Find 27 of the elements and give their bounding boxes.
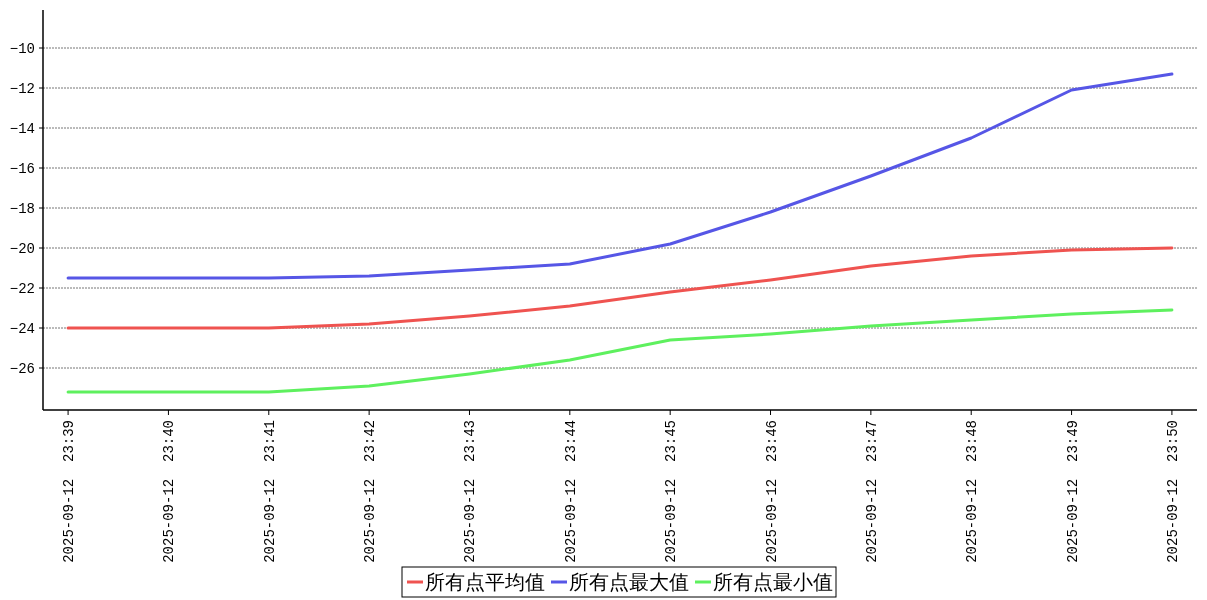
- line-series: [66, 72, 1174, 280]
- y-tick-label: −10: [9, 41, 35, 57]
- y-tick-label: −18: [9, 201, 35, 217]
- x-tick-label: 2025-09-12 23:45: [663, 420, 680, 563]
- x-tick-label: 2025-09-12 23:42: [362, 420, 379, 563]
- x-tick-label: 2025-09-12 23:48: [964, 420, 981, 563]
- y-tick-label: −20: [9, 241, 35, 257]
- y-tick-label: −26: [9, 361, 35, 377]
- x-tick-label: 2025-09-12 23:40: [161, 420, 178, 563]
- legend-label: 所有点最大值: [569, 571, 689, 593]
- line-series: [66, 308, 1174, 394]
- legend-label: 所有点平均值: [425, 571, 545, 593]
- x-tick-label: 2025-09-12 23:41: [261, 420, 278, 563]
- y-tick-label: −14: [9, 121, 35, 137]
- x-tick-label: 2025-09-12 23:46: [763, 420, 780, 563]
- y-tick-label: −12: [9, 81, 35, 97]
- x-tick-label: 2025-09-12 23:50: [1164, 420, 1181, 563]
- x-tick-label: 2025-09-12 23:39: [61, 420, 78, 563]
- legend-label: 所有点最小值: [713, 571, 833, 593]
- x-tick-label: 2025-09-12 23:49: [1064, 420, 1081, 563]
- y-tick-label: −22: [9, 281, 35, 297]
- x-tick-label: 2025-09-12 23:43: [462, 420, 479, 563]
- line-series: [66, 246, 1174, 330]
- x-tick-label: 2025-09-12 23:44: [562, 420, 579, 563]
- y-tick-label: −16: [9, 161, 35, 177]
- y-tick-label: −24: [9, 321, 35, 337]
- x-tick-label: 2025-09-12 23:47: [863, 420, 880, 563]
